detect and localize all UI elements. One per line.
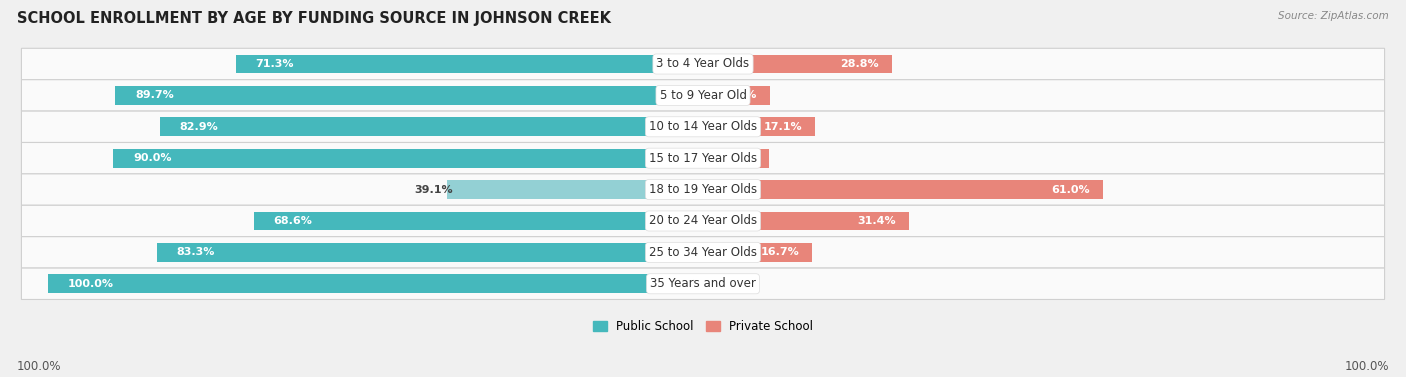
FancyBboxPatch shape — [21, 174, 1385, 205]
Text: 25 to 34 Year Olds: 25 to 34 Year Olds — [650, 246, 756, 259]
FancyBboxPatch shape — [21, 111, 1385, 143]
Text: 90.0%: 90.0% — [134, 153, 172, 163]
Text: 31.4%: 31.4% — [858, 216, 896, 226]
Text: SCHOOL ENROLLMENT BY AGE BY FUNDING SOURCE IN JOHNSON CREEK: SCHOOL ENROLLMENT BY AGE BY FUNDING SOUR… — [17, 11, 610, 26]
Text: 10 to 14 Year Olds: 10 to 14 Year Olds — [650, 120, 756, 133]
Bar — [236, 55, 703, 74]
Text: 20 to 24 Year Olds: 20 to 24 Year Olds — [650, 215, 756, 227]
Text: 39.1%: 39.1% — [415, 185, 453, 195]
Bar — [703, 86, 770, 105]
Text: Source: ZipAtlas.com: Source: ZipAtlas.com — [1278, 11, 1389, 21]
Text: 15 to 17 Year Olds: 15 to 17 Year Olds — [650, 152, 756, 165]
Text: 68.6%: 68.6% — [273, 216, 312, 226]
Bar — [703, 117, 815, 136]
Text: 100.0%: 100.0% — [17, 360, 62, 373]
Text: 82.9%: 82.9% — [180, 122, 218, 132]
Text: 0.0%: 0.0% — [713, 279, 744, 289]
Text: 16.7%: 16.7% — [761, 247, 800, 257]
Legend: Public School, Private School: Public School, Private School — [588, 316, 818, 338]
Text: 17.1%: 17.1% — [763, 122, 801, 132]
Text: 10.3%: 10.3% — [718, 90, 758, 100]
Text: 83.3%: 83.3% — [177, 247, 215, 257]
Bar — [48, 274, 703, 293]
Bar — [703, 243, 813, 262]
Text: 61.0%: 61.0% — [1050, 185, 1090, 195]
Bar — [160, 117, 703, 136]
FancyBboxPatch shape — [21, 143, 1385, 174]
Text: 71.3%: 71.3% — [256, 59, 294, 69]
Bar — [703, 55, 891, 74]
FancyBboxPatch shape — [21, 237, 1385, 268]
Text: 5 to 9 Year Old: 5 to 9 Year Old — [659, 89, 747, 102]
FancyBboxPatch shape — [21, 48, 1385, 80]
Bar — [114, 149, 703, 168]
FancyBboxPatch shape — [21, 268, 1385, 299]
FancyBboxPatch shape — [21, 80, 1385, 111]
Bar — [703, 180, 1102, 199]
Text: 89.7%: 89.7% — [135, 90, 174, 100]
Bar — [253, 211, 703, 230]
Bar — [157, 243, 703, 262]
FancyBboxPatch shape — [21, 205, 1385, 237]
Text: 28.8%: 28.8% — [839, 59, 879, 69]
Bar — [115, 86, 703, 105]
Text: 100.0%: 100.0% — [1344, 360, 1389, 373]
Text: 35 Years and over: 35 Years and over — [650, 277, 756, 290]
Bar — [703, 149, 769, 168]
Text: 18 to 19 Year Olds: 18 to 19 Year Olds — [650, 183, 756, 196]
Text: 3 to 4 Year Olds: 3 to 4 Year Olds — [657, 58, 749, 70]
Text: 100.0%: 100.0% — [67, 279, 114, 289]
Bar — [447, 180, 703, 199]
Bar — [703, 211, 908, 230]
Text: 10.0%: 10.0% — [717, 153, 755, 163]
